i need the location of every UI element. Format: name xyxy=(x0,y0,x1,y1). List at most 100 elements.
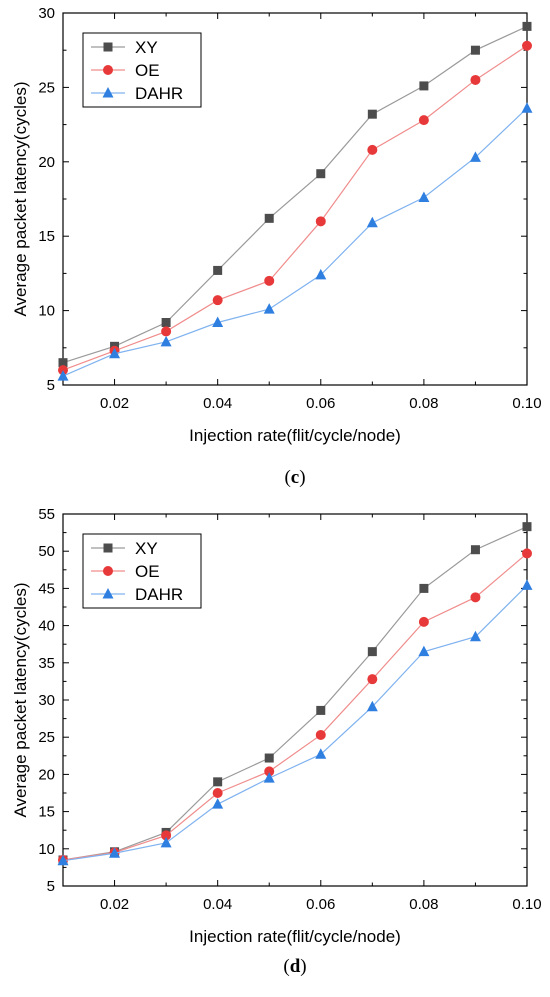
data-point-oe xyxy=(264,766,275,777)
latency-chart-d: 5 10 15 20 25 30 35 40 45 50 55 0.02 0.04 0.06 0.08 0.1… xyxy=(11,506,542,977)
data-point-dahr xyxy=(521,102,533,113)
data-point-dahr xyxy=(366,700,378,712)
figure-caption: (d) xyxy=(283,956,306,977)
data-point-xy xyxy=(470,45,480,55)
legend-marker-xy xyxy=(103,543,113,553)
data-point-xy xyxy=(58,358,68,368)
x-tick-label: 0.02 xyxy=(100,896,129,913)
data-point-dahr xyxy=(418,645,430,657)
data-point-xy xyxy=(213,777,223,787)
data-point-dahr xyxy=(160,335,172,347)
y-tick-label: 50 xyxy=(38,543,55,560)
data-point-oe xyxy=(522,548,532,559)
legend-marker-oe xyxy=(103,566,113,576)
y-tick-label: 10 xyxy=(38,303,55,320)
series-line-oe xyxy=(62,552,528,861)
data-point-oe xyxy=(212,788,223,798)
caption-paren-open: ( xyxy=(284,467,290,488)
data-point-oe xyxy=(212,295,223,306)
legend-label-dahr: DAHR xyxy=(135,84,183,103)
y-tick-label: 15 xyxy=(38,804,55,821)
series-line-xy xyxy=(62,25,528,364)
data-point-oe xyxy=(470,74,481,85)
x-tick-label: 0.08 xyxy=(409,395,438,412)
y-tick-label: 10 xyxy=(38,841,55,858)
legend-label-xy: XY xyxy=(135,539,158,558)
data-point-oe xyxy=(418,616,429,627)
legend-marker-xy xyxy=(103,42,113,52)
y-tick-label: 30 xyxy=(38,5,55,22)
data-point-dahr xyxy=(418,191,430,203)
figure-caption: (c) xyxy=(284,467,305,488)
y-tick-label: 25 xyxy=(38,729,55,746)
y-tick-label: 55 xyxy=(38,506,55,523)
caption-paren-close: ) xyxy=(300,956,306,977)
x-tick-label: 0.04 xyxy=(203,896,232,913)
data-point-xy xyxy=(470,545,480,555)
legend-marker-oe xyxy=(103,65,113,75)
legend-label-xy: XY xyxy=(135,38,158,57)
data-point-xy xyxy=(522,522,532,532)
series-line-oe xyxy=(62,45,528,371)
data-point-xy xyxy=(213,265,223,275)
data-point-dahr xyxy=(469,151,481,162)
data-point-xy xyxy=(419,81,429,91)
y-axis-title: Average packet latency(cycles) xyxy=(11,82,30,317)
y-tick-label: 30 xyxy=(38,692,55,709)
data-point-oe xyxy=(418,115,429,126)
data-point-xy xyxy=(367,647,377,657)
data-point-oe xyxy=(264,275,275,286)
data-point-dahr xyxy=(366,216,378,228)
data-point-dahr xyxy=(315,268,327,280)
y-tick-label: 5 xyxy=(47,878,55,895)
x-axis-title: Injection rate(flit/cycle/node) xyxy=(189,426,401,445)
x-tick-label: 0.06 xyxy=(306,896,335,913)
data-point-xy xyxy=(419,583,429,593)
y-tick-label: 15 xyxy=(38,228,55,245)
y-tick-label: 20 xyxy=(38,766,55,783)
data-point-dahr xyxy=(263,772,275,783)
data-point-dahr xyxy=(263,303,275,314)
x-tick-label: 0.08 xyxy=(409,896,438,913)
data-point-oe xyxy=(161,830,172,841)
data-point-dahr xyxy=(521,579,533,590)
data-point-dahr xyxy=(212,316,224,328)
data-point-oe xyxy=(315,729,326,740)
y-tick-label: 45 xyxy=(38,580,55,597)
data-point-oe xyxy=(367,144,378,155)
data-point-dahr xyxy=(57,370,69,381)
y-tick-label: 35 xyxy=(38,655,55,672)
y-tick-label: 5 xyxy=(47,377,55,394)
legend-marker-dahr xyxy=(102,588,114,599)
series-line-xy xyxy=(62,526,528,861)
data-point-xy xyxy=(264,753,274,763)
data-point-xy xyxy=(161,318,171,328)
data-point-xy xyxy=(522,21,532,31)
x-tick-label: 0.10 xyxy=(512,896,541,913)
legend-marker-dahr xyxy=(102,87,114,98)
caption-paren-open: ( xyxy=(283,956,289,977)
chart-panel-c: 5 10 15 20 25 30 0.02 0.04 0.06 0.08 0.10 Injection… xyxy=(0,0,550,496)
data-point-dahr xyxy=(57,854,69,866)
x-tick-label: 0.10 xyxy=(512,395,541,412)
data-point-xy xyxy=(367,109,377,119)
y-tick-label: 25 xyxy=(38,79,55,96)
x-axis-title: Injection rate(flit/cycle/node) xyxy=(189,927,401,946)
data-point-oe xyxy=(522,40,532,51)
data-point-dahr xyxy=(315,748,327,759)
series-line-dahr xyxy=(62,107,528,377)
data-point-dahr xyxy=(212,798,224,809)
data-point-oe xyxy=(161,326,172,337)
data-point-xy xyxy=(316,169,326,179)
data-point-dahr xyxy=(160,836,172,848)
data-point-dahr xyxy=(469,630,481,642)
data-point-xy xyxy=(316,705,326,715)
latency-chart-c: 5 10 15 20 25 30 0.02 0.04 0.06 0.08 0.10 Injection… xyxy=(11,5,542,488)
y-axis-title: Average packet latency(cycles) xyxy=(11,583,30,818)
data-point-dahr xyxy=(109,847,121,858)
legend-label-oe: OE xyxy=(135,61,160,80)
y-tick-label: 40 xyxy=(38,618,55,635)
caption-letter: d xyxy=(290,956,301,977)
x-tick-label: 0.06 xyxy=(306,395,335,412)
caption-paren-close: ) xyxy=(299,467,305,488)
